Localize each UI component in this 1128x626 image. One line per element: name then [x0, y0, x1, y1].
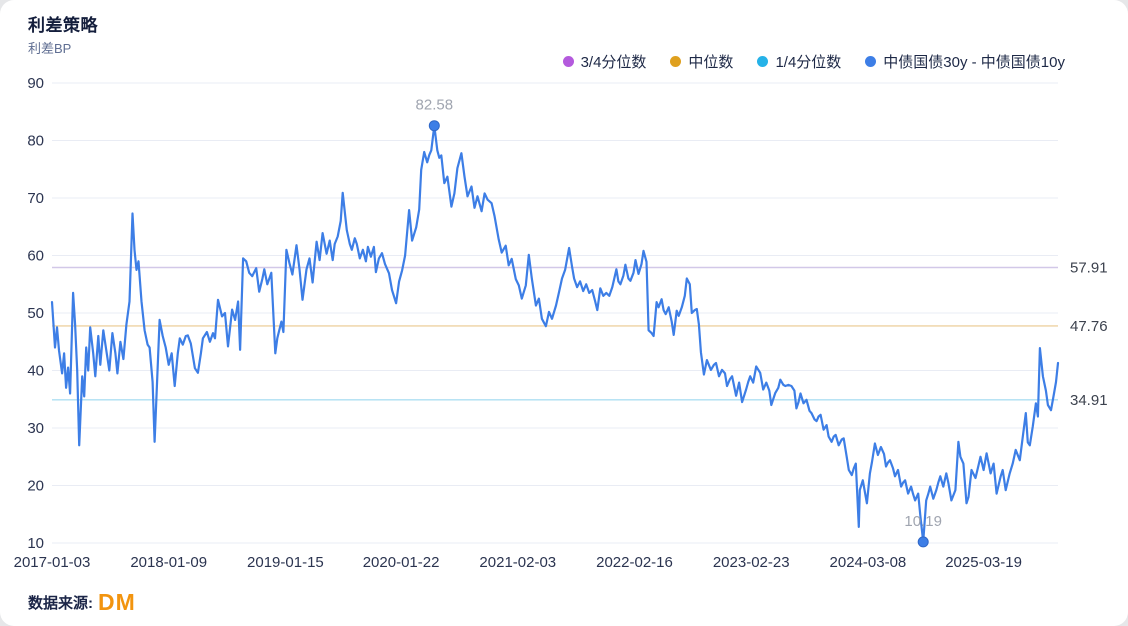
annotation-label-min: 10.19: [904, 513, 942, 530]
series-line[interactable]: [50, 124, 1060, 544]
y-tick-label: 60: [27, 248, 44, 265]
x-tick-label: 2019-01-15: [247, 554, 324, 571]
legend-item-3[interactable]: 中债国债30y - 中债国债10y: [865, 51, 1065, 72]
legend-label: 中债国债30y - 中债国债10y: [883, 54, 1065, 71]
y-tick-label: 40: [27, 363, 44, 380]
y-tick-label: 70: [27, 190, 44, 207]
data-source: 数据来源: DM: [28, 591, 136, 614]
ref-line-value-label: 47.76: [1070, 318, 1108, 335]
x-tick-label: 2017-01-03: [14, 554, 91, 571]
y-tick-label: 30: [27, 420, 44, 437]
legend-item-2[interactable]: 1/4分位数: [757, 51, 841, 72]
dm-logo: DM: [98, 589, 136, 615]
y-tick-label: 10: [27, 535, 44, 552]
x-tick-label: 2018-01-09: [130, 554, 207, 571]
data-source-label: 数据来源:: [28, 595, 93, 612]
x-tick-label: 2020-01-22: [363, 554, 440, 571]
legend: 3/4分位数 中位数 1/4分位数 中债国债30y - 中债国债10y: [562, 51, 1065, 72]
y-tick-label: 20: [27, 478, 44, 495]
legend-label: 3/4分位数: [580, 54, 647, 71]
legend-label: 中位数: [688, 54, 734, 71]
legend-dot: [670, 56, 682, 67]
ref-line-value-label: 57.91: [1070, 260, 1108, 277]
annotation-marker-min: [917, 536, 929, 548]
annotation-label-max: 82.58: [416, 97, 454, 114]
ref-line-value-label: 34.91: [1070, 392, 1108, 409]
x-tick-label: 2024-03-08: [830, 554, 907, 571]
legend-dot: [865, 56, 877, 67]
legend-dot: [562, 56, 574, 67]
x-tick-label: 2022-02-16: [596, 554, 673, 571]
legend-item-0[interactable]: 3/4分位数: [562, 51, 647, 72]
x-tick-label: 2021-02-03: [479, 554, 556, 571]
legend-label: 1/4分位数: [775, 54, 842, 71]
y-tick-label: 50: [27, 305, 44, 322]
y-tick-label: 80: [27, 133, 44, 150]
x-tick-label: 2023-02-23: [713, 554, 790, 571]
y-tick-label: 90: [27, 75, 44, 92]
legend-dot: [757, 56, 769, 67]
y-axis-unit-label: 利差BP: [28, 41, 72, 56]
x-tick-label: 2025-03-19: [945, 554, 1022, 571]
annotation-marker-max: [428, 120, 440, 132]
page-title: 利差策略: [28, 16, 98, 35]
legend-item-1[interactable]: 中位数: [670, 51, 733, 72]
